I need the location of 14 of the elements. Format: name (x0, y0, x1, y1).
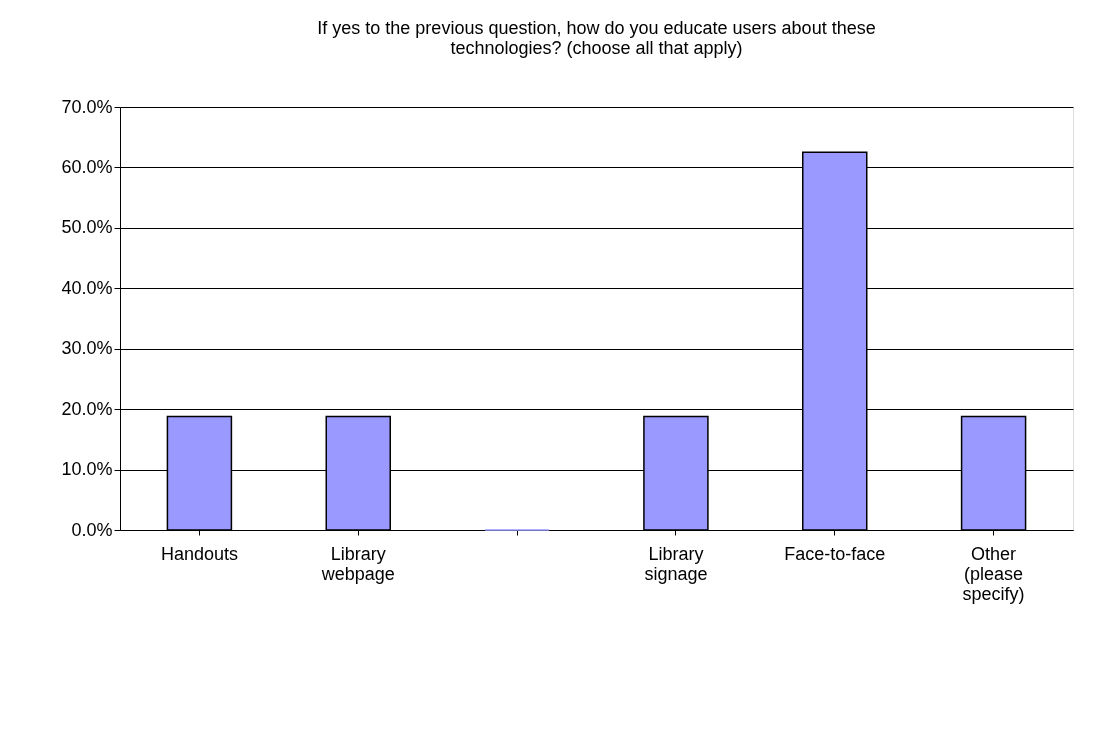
y-tick-label: 70.0% (61, 96, 113, 117)
x-tick-label: Face-to-face (784, 543, 886, 564)
y-tick-label: 0.0% (71, 519, 113, 540)
y-tick-label: 20.0% (61, 398, 113, 419)
y-tick-label: 10.0% (61, 459, 113, 480)
x-tick-label: Library webpage (320, 543, 395, 584)
y-tick-label: 60.0% (61, 156, 113, 177)
x-tick-label: Handouts (160, 543, 238, 564)
x-tick-label: Library signage (644, 543, 708, 584)
x-tick-label: Other (please specify) (962, 543, 1025, 604)
y-tick-label: 40.0% (61, 277, 113, 298)
chart-title: If yes to the previous question, how do you educate users about these technologies? (choose all that apply) (317, 18, 876, 58)
y-tick-label: 30.0% (61, 338, 113, 359)
y-tick-label: 50.0% (61, 217, 113, 238)
